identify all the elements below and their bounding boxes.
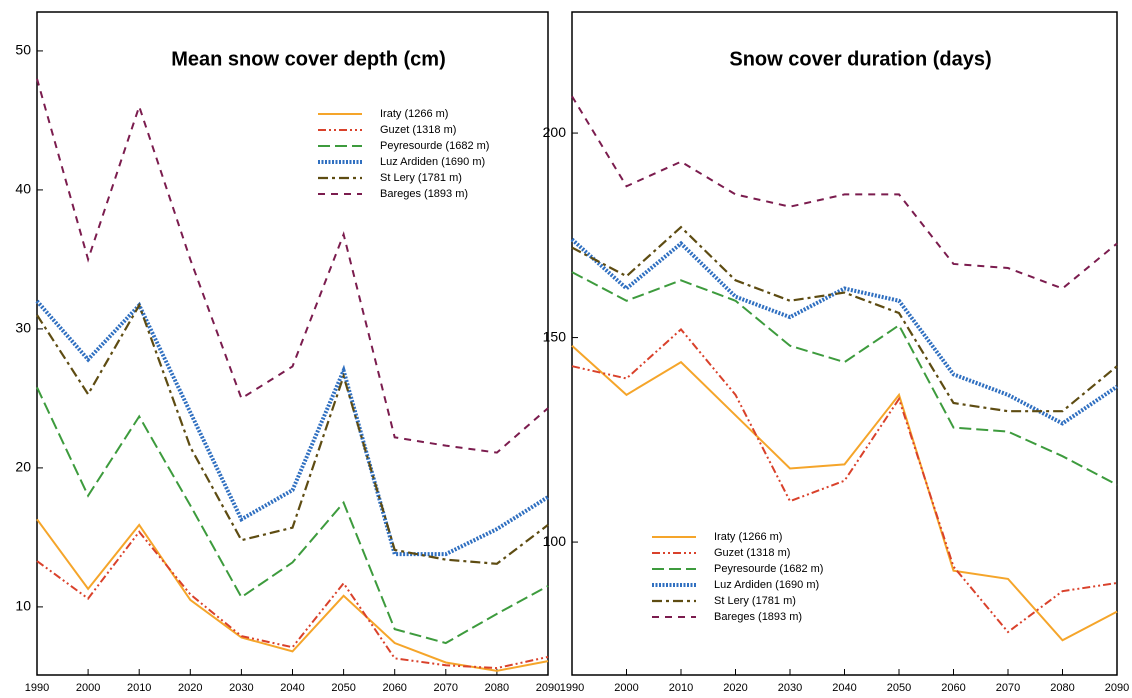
legend-label: Luz Ardiden (1690 m) [380, 156, 485, 168]
legend-label: Luz Ardiden (1690 m) [714, 579, 819, 591]
legend-label: St Lery (1781 m) [380, 172, 462, 184]
x-tick-label: 2020 [178, 682, 202, 694]
legend-label: Bareges (1893 m) [714, 611, 802, 623]
x-tick-label: 2070 [996, 682, 1020, 694]
x-tick-label: 2030 [778, 682, 802, 694]
plot-frame [571, 11, 1118, 676]
x-tick-label: 2090 [1105, 682, 1129, 694]
x-tick-label: 2040 [832, 682, 856, 694]
series-line [570, 237, 1119, 426]
legend-label: St Lery (1781 m) [714, 595, 796, 607]
chart-title: Mean snow cover depth (cm) [171, 48, 446, 70]
y-tick-label: 50 [15, 42, 31, 58]
panel: 100 150 200 1990 2000 2010 2020 2030 2040 2050 206… [543, 11, 1129, 694]
series-line [571, 225, 1118, 413]
legend-label: Bareges (1893 m) [380, 188, 468, 200]
plot-frame [36, 11, 549, 676]
x-tick-label: 1990 [560, 682, 584, 694]
x-tick-label: 2060 [941, 682, 965, 694]
x-tick-label: 2040 [280, 682, 304, 694]
x-tick-label: 2020 [723, 682, 747, 694]
y-tick-label: 30 [15, 320, 31, 336]
series-line [36, 386, 549, 645]
x-tick-label: 2000 [76, 682, 100, 694]
x-tick-label: 2050 [887, 682, 911, 694]
x-tick-label: 2010 [669, 682, 693, 694]
x-tick-label: 2050 [331, 682, 355, 694]
x-tick-label: 2010 [127, 682, 151, 694]
series-line [35, 299, 550, 557]
legend-label: Iraty (1266 m) [380, 108, 448, 120]
series-line [571, 345, 1118, 642]
x-tick-label: 2030 [229, 682, 253, 694]
y-tick-label: 40 [15, 181, 31, 197]
x-tick-label: 2080 [485, 682, 509, 694]
series-line [36, 302, 549, 565]
x-tick-label: 2060 [382, 682, 406, 694]
chart-title: Snow cover duration (days) [729, 48, 991, 70]
series-line [571, 271, 1118, 486]
x-tick-label: 2080 [1050, 682, 1074, 694]
series-line [571, 95, 1118, 290]
legend-label: Guzet (1318 m) [714, 547, 790, 559]
series-line [36, 78, 549, 454]
legend-label: Guzet (1318 m) [380, 124, 456, 136]
series-line [36, 530, 549, 670]
series-line [36, 518, 549, 672]
x-tick-label: 2000 [614, 682, 638, 694]
x-tick-label: 2070 [434, 682, 458, 694]
legend-label: Iraty (1266 m) [714, 531, 782, 543]
y-tick-label: 200 [543, 124, 567, 140]
y-tick-label: 20 [15, 459, 31, 475]
legend-label: Peyresourde (1682 m) [714, 563, 823, 575]
x-tick-label: 1990 [25, 682, 49, 694]
legend-label: Peyresourde (1682 m) [380, 140, 489, 152]
y-tick-label: 10 [15, 598, 31, 614]
x-tick-label: 2090 [536, 682, 560, 694]
y-tick-label: 150 [543, 328, 567, 344]
y-tick-label: 100 [543, 533, 567, 549]
